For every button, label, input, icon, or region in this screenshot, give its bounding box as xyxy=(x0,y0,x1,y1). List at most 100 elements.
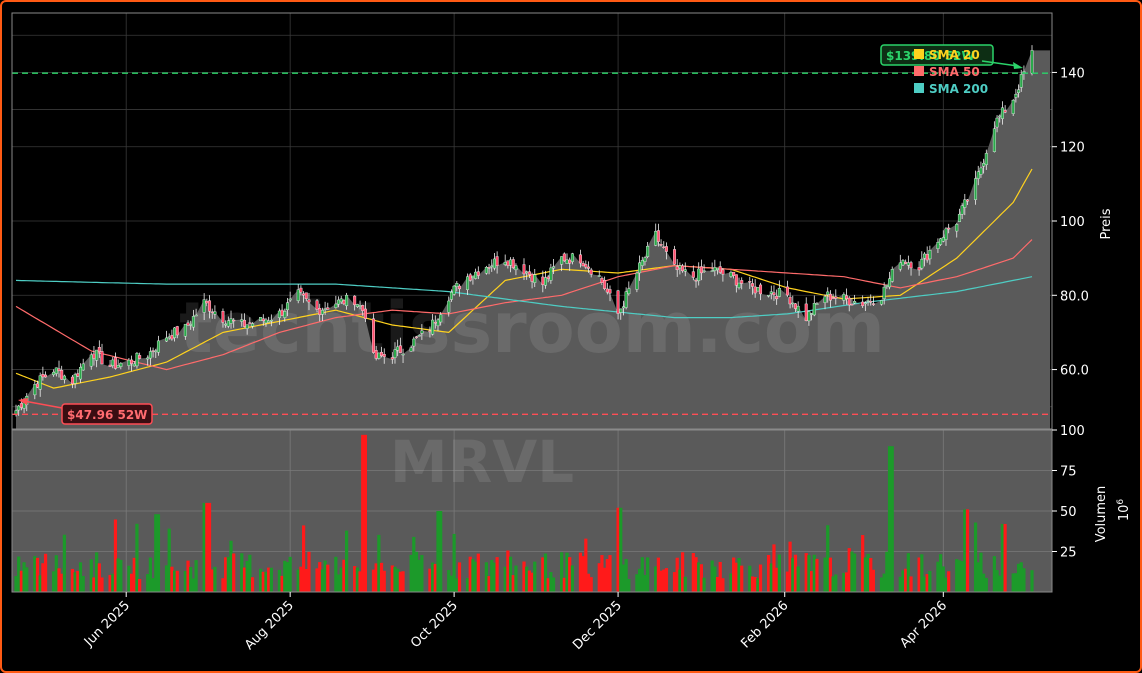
volume-bar xyxy=(586,573,591,592)
candle-body xyxy=(76,373,80,377)
candle-body xyxy=(208,300,212,312)
candle-body xyxy=(242,319,246,327)
volume-bar xyxy=(213,566,217,592)
candle-body xyxy=(963,199,967,208)
volume-bar xyxy=(167,528,171,592)
candle-body xyxy=(732,271,736,276)
candle-body xyxy=(245,324,249,329)
candle-body xyxy=(113,357,117,369)
candle-body xyxy=(1014,93,1018,98)
candle-body xyxy=(984,153,988,165)
candle-body xyxy=(361,305,365,312)
volume-bar xyxy=(33,556,37,592)
candle-body xyxy=(130,359,134,364)
candle-body xyxy=(646,246,650,257)
candle-body xyxy=(183,323,187,337)
candle-body xyxy=(812,302,816,316)
volume-bar xyxy=(750,576,755,592)
candle-body xyxy=(885,284,889,287)
volume-bar xyxy=(965,509,970,592)
volume-bar xyxy=(503,566,507,592)
candle-body xyxy=(226,320,230,327)
candle-body xyxy=(847,297,851,306)
volume-bar xyxy=(568,557,572,592)
volume-bar xyxy=(60,573,64,592)
candle-body xyxy=(484,267,488,274)
candle-body xyxy=(533,274,537,283)
candle-body xyxy=(191,316,195,328)
volume-bar xyxy=(807,555,811,592)
candle-body xyxy=(605,288,609,293)
candle-body xyxy=(398,345,402,353)
volume-bar xyxy=(898,576,902,592)
candle-body xyxy=(358,305,362,307)
volume-bar xyxy=(269,567,273,592)
volume-bar xyxy=(164,565,169,592)
volume-bar xyxy=(76,570,80,592)
volume-bar xyxy=(323,560,327,592)
volume-bar xyxy=(621,564,626,592)
volume-bar xyxy=(207,502,212,592)
volume-bar xyxy=(393,566,397,592)
candle-body xyxy=(95,349,99,361)
candle-body xyxy=(928,250,932,260)
candle-body xyxy=(221,311,225,323)
volume-tick-label: 25 xyxy=(1060,546,1077,561)
volume-bar xyxy=(205,502,209,592)
volume-bar xyxy=(600,555,604,592)
volume-bar xyxy=(148,557,152,592)
volume-bar xyxy=(299,566,303,592)
candle-body xyxy=(796,305,800,312)
candle-body xyxy=(925,253,929,261)
volume-bar xyxy=(581,556,585,592)
volume-bar xyxy=(691,553,695,592)
volume-bar xyxy=(288,556,292,592)
candle-body xyxy=(337,299,341,305)
candle-body xyxy=(616,290,620,314)
volume-bar xyxy=(533,561,537,592)
volume-bar xyxy=(527,570,531,592)
volume-bar xyxy=(1000,523,1005,592)
candle-body xyxy=(734,274,738,286)
volume-bar xyxy=(570,565,574,592)
volume-bar xyxy=(619,507,623,592)
candle-body xyxy=(587,266,591,269)
volume-bar xyxy=(511,575,515,592)
volume-bar xyxy=(250,577,255,592)
volume-bar xyxy=(189,567,193,592)
volume-bar xyxy=(113,519,118,592)
volume-bar xyxy=(154,514,158,592)
volume-bar xyxy=(643,574,647,592)
candle-body xyxy=(224,323,228,326)
candle-body xyxy=(261,318,265,322)
volume-bar xyxy=(815,558,819,592)
candle-body xyxy=(334,303,338,308)
volume-bar xyxy=(457,562,462,592)
candle-body xyxy=(853,301,857,304)
candle-body xyxy=(737,282,741,288)
candle-body xyxy=(264,319,268,324)
volume-bar xyxy=(541,557,545,592)
candle-body xyxy=(522,264,526,275)
volume-bar xyxy=(713,566,717,592)
volume-bar xyxy=(412,536,416,592)
volume-bar xyxy=(258,568,263,592)
volume-bar xyxy=(616,507,620,592)
candle-body xyxy=(449,291,453,300)
volume-bar xyxy=(793,554,798,592)
candle-body xyxy=(901,260,905,266)
volume-tick-label: 75 xyxy=(1060,465,1077,480)
candle-body xyxy=(828,293,832,301)
sma50-line xyxy=(15,239,1033,371)
volume-bar xyxy=(377,534,381,592)
candle-body xyxy=(909,262,913,269)
candle-body xyxy=(982,163,986,167)
volume-bar xyxy=(772,544,776,592)
volume-bar xyxy=(672,572,677,592)
volume-bar xyxy=(560,552,564,592)
candle-body xyxy=(560,256,564,265)
candle-body xyxy=(127,359,131,366)
x-tick-label: Aug 2025 xyxy=(242,598,297,653)
candle-body xyxy=(831,297,835,299)
candle-body xyxy=(60,370,64,380)
